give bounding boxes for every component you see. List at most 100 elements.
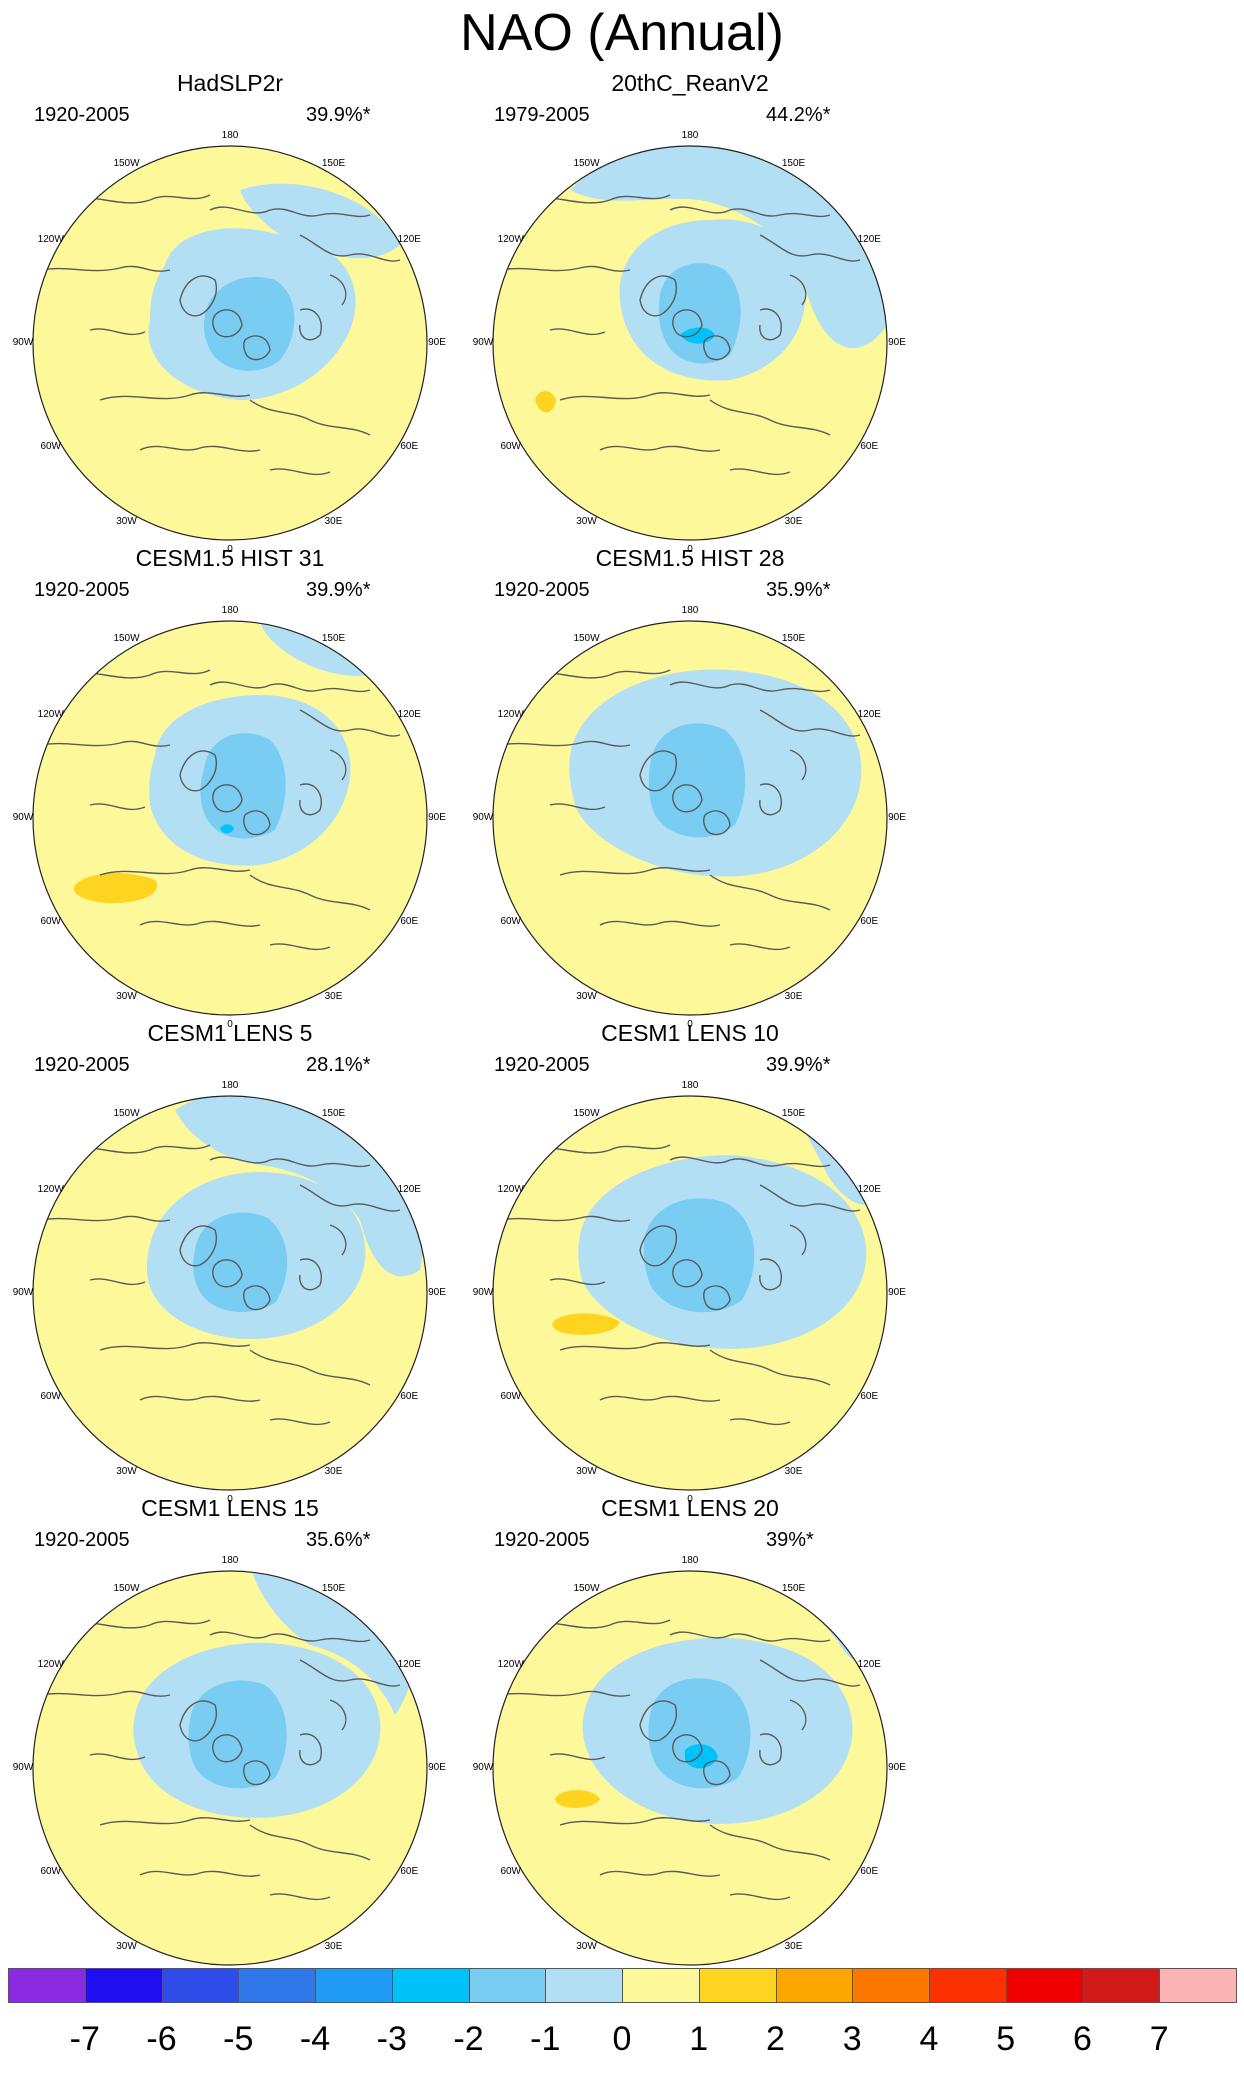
polar-map bbox=[492, 1570, 888, 1966]
coastline bbox=[89, 803, 146, 811]
longitude-label: 120E bbox=[397, 233, 421, 245]
longitude-label: 150E bbox=[781, 1107, 806, 1119]
longitude-label: 90W bbox=[472, 812, 494, 823]
coastline bbox=[139, 920, 261, 927]
coastline bbox=[99, 1817, 251, 1826]
coastline bbox=[729, 943, 791, 951]
coastline bbox=[212, 309, 243, 338]
colorbar-label: 5 bbox=[996, 2020, 1016, 2058]
colorbar-label: 2 bbox=[766, 2020, 785, 2058]
positive-anomaly-region bbox=[552, 1313, 620, 1335]
positive-anomaly-region bbox=[535, 391, 556, 413]
colorbar-label: -3 bbox=[376, 2020, 407, 2058]
panel-years: 1920-2005 bbox=[34, 1054, 130, 1076]
coastline bbox=[759, 783, 782, 816]
coastline bbox=[299, 308, 322, 341]
strong-negative-region bbox=[203, 276, 295, 371]
colorbar-swatch bbox=[698, 1968, 777, 2003]
panel-percent: 39.9%* bbox=[766, 1054, 831, 1076]
panel-years: 1920-2005 bbox=[494, 1054, 590, 1076]
longitude-label: 30W bbox=[116, 1941, 137, 1953]
longitude-label: 150W bbox=[113, 157, 140, 169]
coastline bbox=[269, 943, 331, 951]
colorbar-swatch bbox=[1082, 1968, 1161, 2003]
colorbar-label: -7 bbox=[69, 2020, 100, 2058]
coastline bbox=[209, 206, 371, 218]
panel-years: 1920-2005 bbox=[34, 579, 130, 601]
longitude-label: 120W bbox=[497, 1658, 524, 1670]
longitude-label: 90E bbox=[428, 812, 446, 823]
longitude-label: 120W bbox=[497, 233, 524, 245]
longitude-label: 180 bbox=[221, 1080, 239, 1091]
colorbar-label: -2 bbox=[453, 2020, 484, 2058]
longitude-label: 30W bbox=[576, 1941, 597, 1953]
longitude-label: 90E bbox=[888, 1287, 906, 1298]
coastline bbox=[39, 265, 171, 272]
longitude-label: 30E bbox=[324, 1466, 343, 1478]
panel-percent: 35.6%* bbox=[306, 1529, 371, 1551]
longitude-label: 30W bbox=[116, 516, 137, 528]
longitude-label: 90E bbox=[428, 1287, 446, 1298]
coastline bbox=[39, 1690, 171, 1697]
panel-years: 1920-2005 bbox=[34, 1529, 130, 1551]
coastline bbox=[709, 1349, 831, 1386]
colorbar-label: 0 bbox=[612, 2020, 632, 2058]
coastline bbox=[209, 1631, 371, 1643]
coastline bbox=[39, 740, 171, 747]
coastline bbox=[269, 1418, 331, 1426]
longitude-label: 60E bbox=[860, 1865, 879, 1877]
coastline bbox=[729, 468, 791, 476]
strong-negative-region bbox=[658, 263, 741, 364]
colorbar-swatch bbox=[161, 1968, 240, 2003]
longitude-label: 30E bbox=[784, 516, 803, 528]
colorbar-swatch bbox=[8, 1968, 86, 2003]
coastline bbox=[729, 1893, 791, 1901]
strongest-negative-region bbox=[220, 824, 234, 834]
panel-title: CESM1 LENS 15 bbox=[141, 1495, 319, 1521]
longitude-label: 30W bbox=[116, 991, 137, 1003]
longitude-label: 150E bbox=[321, 157, 346, 169]
coastline bbox=[709, 1824, 831, 1861]
positive-anomaly-region bbox=[73, 873, 158, 904]
colorbar-swatch bbox=[468, 1968, 547, 2003]
longitude-label: 120W bbox=[37, 233, 64, 245]
colorbar-label: 3 bbox=[842, 2020, 862, 2058]
map-border bbox=[32, 145, 428, 541]
coastline bbox=[549, 328, 606, 336]
map-border bbox=[492, 1570, 888, 1966]
longitude-label: 60W bbox=[40, 915, 61, 927]
coastline bbox=[179, 1225, 217, 1267]
longitude-label: 0 bbox=[227, 1019, 233, 1030]
longitude-label: 150W bbox=[113, 1107, 140, 1119]
coastline bbox=[549, 1278, 606, 1286]
coastline bbox=[269, 468, 331, 476]
map-border bbox=[492, 620, 888, 1016]
longitude-label: 30E bbox=[324, 991, 343, 1003]
longitude-label: 180 bbox=[221, 1555, 239, 1566]
positive-anomaly-region bbox=[555, 1790, 600, 1808]
coastline bbox=[559, 392, 711, 401]
coastline bbox=[499, 1215, 631, 1222]
colorbar-label: 6 bbox=[1073, 2020, 1092, 2058]
colorbar-swatch bbox=[315, 1968, 393, 2003]
polar-map bbox=[32, 1095, 428, 1491]
longitude-label: 90W bbox=[472, 1762, 494, 1773]
colorbar-label: -5 bbox=[223, 2020, 254, 2058]
panel-years: 1979-2005 bbox=[494, 104, 590, 126]
longitude-label: 120E bbox=[397, 708, 421, 720]
longitude-label: 60W bbox=[40, 1865, 61, 1877]
longitude-label: 60E bbox=[860, 1390, 879, 1402]
coastline bbox=[672, 1734, 703, 1763]
colorbar-swatch bbox=[775, 1968, 854, 2003]
coastline bbox=[209, 1156, 371, 1168]
longitude-label: 150W bbox=[573, 632, 600, 644]
coastline bbox=[639, 750, 677, 792]
map-panel: 20thC_ReanV2 1979-2005 44.2%* 180 150E 120E 90… bbox=[460, 70, 920, 555]
colorbar-swatch bbox=[1159, 1968, 1237, 2003]
map-border bbox=[32, 1095, 428, 1491]
longitude-label: 60W bbox=[500, 1865, 521, 1877]
map-border bbox=[32, 620, 428, 1016]
panel-years: 1920-2005 bbox=[494, 1529, 590, 1551]
longitude-label: 60W bbox=[500, 440, 521, 452]
colorbar-swatch bbox=[545, 1968, 623, 2003]
